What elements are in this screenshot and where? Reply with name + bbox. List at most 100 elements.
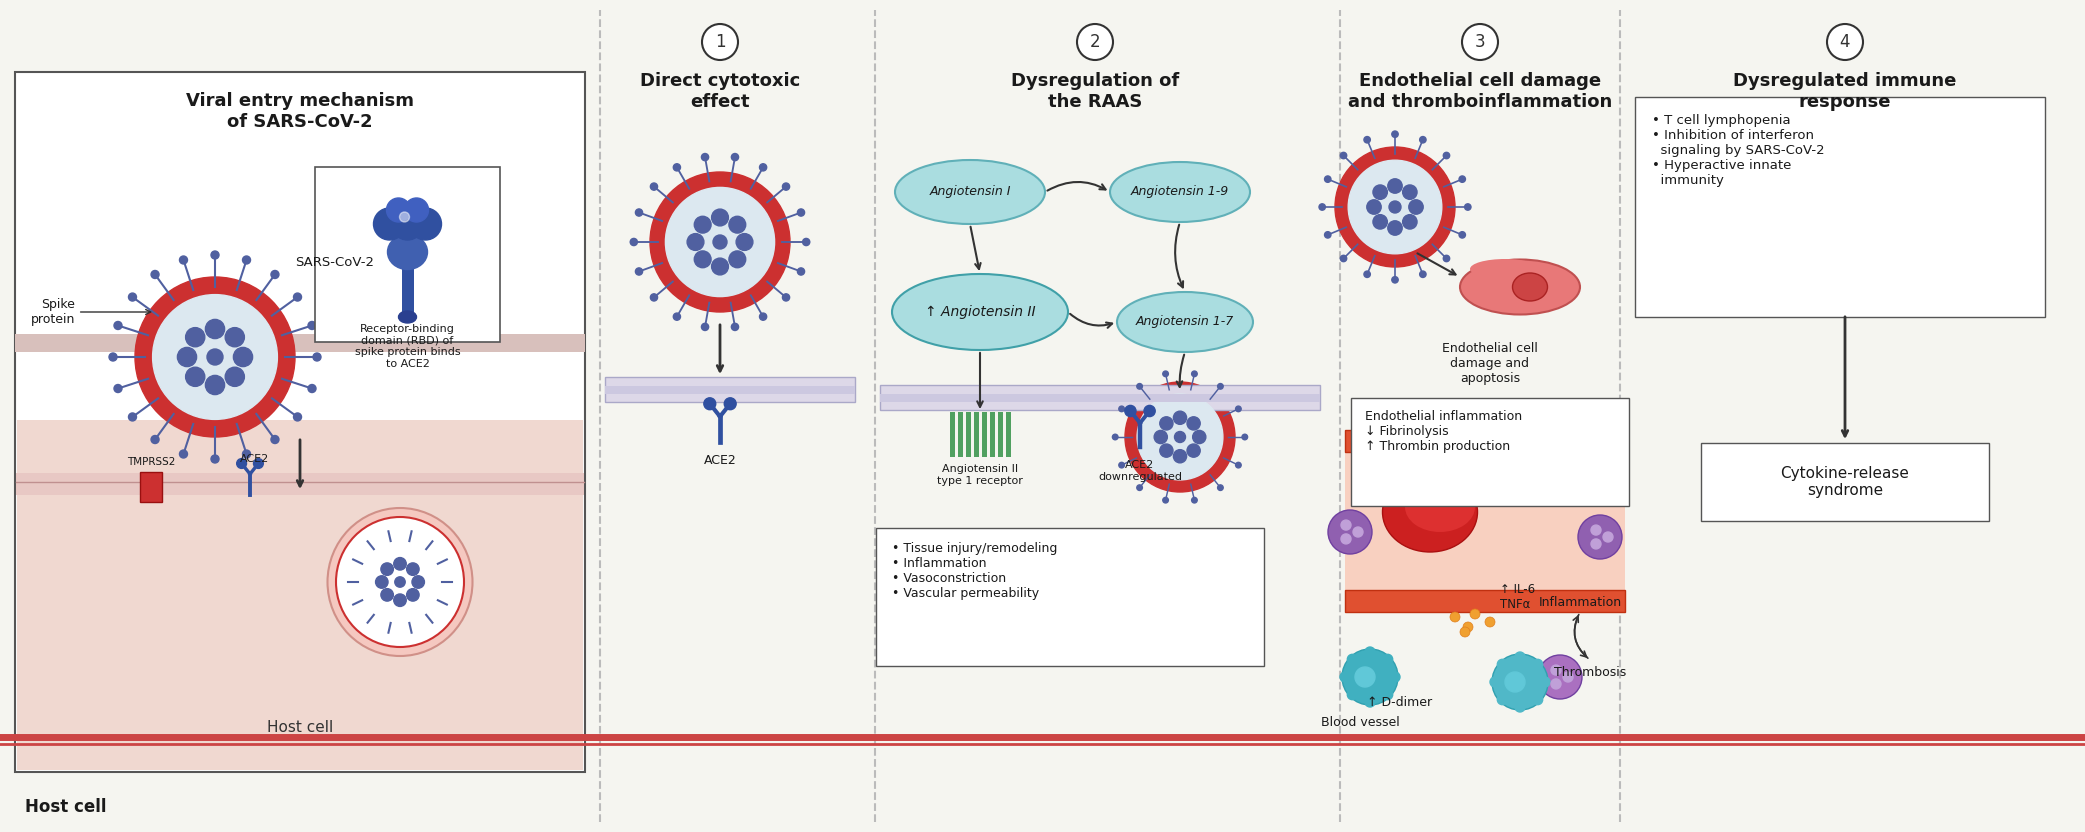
Ellipse shape <box>327 508 473 656</box>
FancyBboxPatch shape <box>605 386 855 394</box>
Circle shape <box>211 455 219 463</box>
Circle shape <box>1532 695 1543 705</box>
Text: Endothelial cell
damage and
apoptosis: Endothelial cell damage and apoptosis <box>1443 342 1539 385</box>
Circle shape <box>1393 131 1399 137</box>
Circle shape <box>1136 394 1224 480</box>
Circle shape <box>271 270 279 279</box>
Circle shape <box>1341 255 1347 262</box>
Circle shape <box>1460 627 1470 637</box>
Circle shape <box>673 313 680 320</box>
Circle shape <box>1539 655 1583 699</box>
Circle shape <box>1243 434 1247 440</box>
Circle shape <box>225 328 244 347</box>
Circle shape <box>294 293 302 301</box>
Circle shape <box>150 435 158 443</box>
Circle shape <box>651 172 790 312</box>
Circle shape <box>1578 515 1622 559</box>
Text: Dysregulated immune
response: Dysregulated immune response <box>1733 72 1956 111</box>
Circle shape <box>1420 271 1426 277</box>
Circle shape <box>730 251 746 268</box>
Circle shape <box>636 268 642 275</box>
Circle shape <box>1372 185 1387 200</box>
Ellipse shape <box>1405 482 1474 532</box>
Ellipse shape <box>892 274 1068 350</box>
Circle shape <box>1136 384 1143 389</box>
Circle shape <box>803 239 809 245</box>
FancyBboxPatch shape <box>17 420 584 770</box>
Ellipse shape <box>1470 259 1541 279</box>
Circle shape <box>1155 430 1168 443</box>
Circle shape <box>294 413 302 421</box>
Circle shape <box>1443 152 1449 159</box>
FancyBboxPatch shape <box>957 412 963 457</box>
Ellipse shape <box>1460 260 1580 314</box>
Circle shape <box>796 268 805 275</box>
FancyBboxPatch shape <box>1701 443 1989 521</box>
Circle shape <box>711 209 728 226</box>
Circle shape <box>394 577 404 587</box>
FancyBboxPatch shape <box>140 472 163 502</box>
Circle shape <box>234 348 252 367</box>
Circle shape <box>309 321 317 329</box>
Text: • T cell lymphopenia
• Inhibition of interferon
  signaling by SARS-CoV-2
• Hype: • T cell lymphopenia • Inhibition of int… <box>1651 114 1824 187</box>
Circle shape <box>1341 672 1349 682</box>
Circle shape <box>1389 179 1403 193</box>
Circle shape <box>1497 695 1507 705</box>
Ellipse shape <box>388 235 427 270</box>
Circle shape <box>1334 147 1455 267</box>
Text: ↑ D-dimer: ↑ D-dimer <box>1368 696 1432 709</box>
Ellipse shape <box>336 517 465 647</box>
Circle shape <box>1485 617 1495 627</box>
Text: ↑ IL-6
TNFα: ↑ IL-6 TNFα <box>1499 583 1535 611</box>
Circle shape <box>630 239 638 245</box>
FancyBboxPatch shape <box>1345 590 1624 612</box>
FancyBboxPatch shape <box>1345 447 1624 592</box>
Circle shape <box>1389 220 1403 235</box>
Circle shape <box>1493 654 1547 710</box>
Circle shape <box>386 198 411 222</box>
Circle shape <box>1462 24 1497 60</box>
Ellipse shape <box>894 160 1045 224</box>
Circle shape <box>1136 485 1143 490</box>
Circle shape <box>636 209 642 216</box>
Circle shape <box>713 235 728 249</box>
FancyBboxPatch shape <box>1345 430 1624 452</box>
FancyBboxPatch shape <box>990 412 995 457</box>
Circle shape <box>1174 432 1186 443</box>
Circle shape <box>1126 382 1234 492</box>
Text: Thrombosis: Thrombosis <box>1553 666 1626 679</box>
Circle shape <box>1120 463 1124 468</box>
Text: Cytokine-release
syndrome: Cytokine-release syndrome <box>1781 466 1910 498</box>
Circle shape <box>1349 161 1443 254</box>
Circle shape <box>1366 697 1374 707</box>
Circle shape <box>1464 622 1472 632</box>
Circle shape <box>1491 677 1499 687</box>
Circle shape <box>238 458 246 468</box>
Ellipse shape <box>1118 292 1253 352</box>
Circle shape <box>1218 485 1224 490</box>
Circle shape <box>1186 444 1201 458</box>
FancyBboxPatch shape <box>1005 412 1011 457</box>
Circle shape <box>1409 200 1424 214</box>
Circle shape <box>409 208 442 240</box>
Circle shape <box>1113 434 1118 440</box>
Circle shape <box>271 435 279 443</box>
Circle shape <box>1341 520 1351 530</box>
Circle shape <box>723 398 736 409</box>
FancyBboxPatch shape <box>1351 398 1628 506</box>
Circle shape <box>1382 690 1393 700</box>
Circle shape <box>348 530 452 634</box>
Circle shape <box>375 576 388 588</box>
Circle shape <box>1364 271 1370 277</box>
Circle shape <box>115 321 123 329</box>
Text: Endothelial cell damage
and thromboinflammation: Endothelial cell damage and thromboinfla… <box>1347 72 1612 111</box>
Circle shape <box>1460 176 1466 182</box>
Circle shape <box>394 557 407 570</box>
FancyBboxPatch shape <box>880 385 1320 410</box>
Circle shape <box>179 450 188 458</box>
Circle shape <box>1353 527 1364 537</box>
Circle shape <box>796 209 805 216</box>
Circle shape <box>1516 702 1524 712</box>
Text: Angiotensin II
type 1 receptor: Angiotensin II type 1 receptor <box>936 464 1024 486</box>
Text: ACE2
downregulated: ACE2 downregulated <box>1099 460 1182 482</box>
